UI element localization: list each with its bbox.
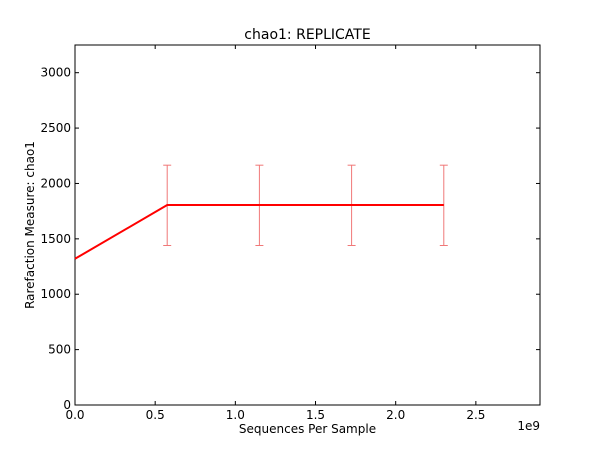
x-tick-label: 2.5 bbox=[466, 408, 485, 422]
y-tick-label: 500 bbox=[48, 343, 71, 357]
y-tick-label: 2000 bbox=[40, 176, 71, 190]
x-tick-label: 1.5 bbox=[306, 408, 325, 422]
plot-area bbox=[74, 44, 541, 406]
y-tick-label: 1000 bbox=[40, 287, 71, 301]
x-offset-label: 1e9 bbox=[517, 419, 540, 433]
y-axis-label: Rarefaction Measure: chao1 bbox=[23, 141, 37, 309]
series-group bbox=[74, 204, 444, 260]
plot-border bbox=[74, 44, 541, 406]
x-tick-label: 0.5 bbox=[146, 408, 165, 422]
y-axis: 0 500 1000 1500 2000 2500 3000 bbox=[40, 66, 540, 412]
y-tick-label: 3000 bbox=[40, 66, 71, 80]
x-axis-label: Sequences Per Sample bbox=[239, 422, 376, 436]
y-tick-label: 0 bbox=[63, 398, 71, 412]
y-tick-label: 2500 bbox=[40, 121, 71, 135]
x-tick-label: 1.0 bbox=[226, 408, 245, 422]
x-tick-label: 2.0 bbox=[386, 408, 405, 422]
series-line bbox=[74, 204, 444, 260]
x-axis: 0.0 0.5 1.0 1.5 2.0 2.5 bbox=[65, 45, 485, 422]
y-tick-label: 1500 bbox=[40, 232, 71, 246]
x-tick-label: 0.0 bbox=[65, 408, 84, 422]
chart-title: chao1: REPLICATE bbox=[244, 27, 370, 43]
